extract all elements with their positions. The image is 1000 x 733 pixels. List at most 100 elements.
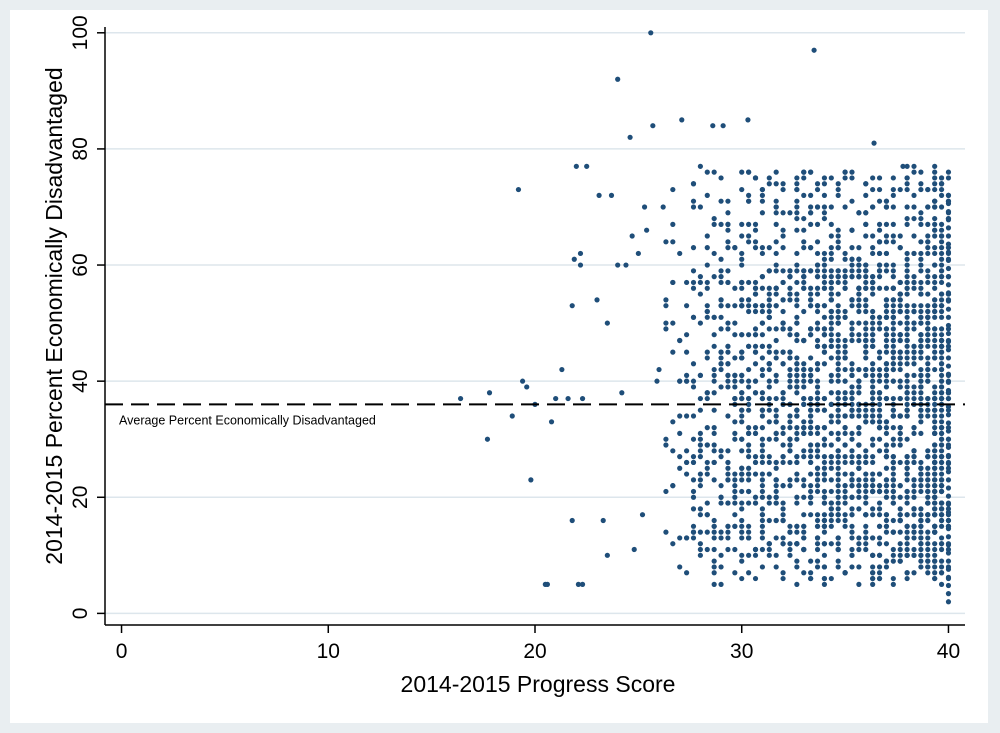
data-point: [828, 459, 834, 466]
data-point: [842, 454, 848, 460]
data-point: [808, 471, 814, 477]
data-point: [821, 332, 828, 338]
data-point: [849, 274, 855, 280]
data-point: [732, 483, 738, 489]
data-point: [911, 233, 917, 239]
data-point: [759, 494, 766, 500]
data-point: [911, 372, 917, 378]
data-point: [808, 285, 814, 291]
data-point: [739, 233, 745, 239]
data-point: [890, 581, 896, 587]
data-point: [863, 529, 869, 535]
data-point: [759, 413, 766, 419]
data-point: [904, 268, 910, 274]
data-point: [918, 332, 924, 338]
data-point: [746, 425, 752, 431]
data-point: [718, 384, 724, 390]
data-point: [718, 326, 724, 332]
data-point: [711, 390, 717, 396]
data-point: [704, 245, 710, 251]
data-point: [883, 308, 890, 315]
data-point: [821, 465, 828, 471]
data-point: [938, 425, 945, 431]
data-point: [814, 181, 821, 187]
data-point: [932, 395, 938, 402]
data-point: [794, 378, 800, 384]
data-point: [876, 250, 883, 257]
data-point: [938, 459, 945, 466]
data-point: [752, 285, 759, 291]
data-point: [945, 257, 952, 263]
data-point: [925, 477, 931, 483]
data-point: [835, 378, 841, 384]
data-point: [863, 448, 869, 454]
data-point: [780, 268, 786, 274]
data-point: [808, 413, 814, 419]
data-point: [814, 285, 821, 291]
data-point: [814, 477, 821, 483]
data-point: [835, 541, 841, 547]
data-point: [870, 366, 876, 373]
data-point: [932, 546, 938, 553]
data-point: [856, 494, 862, 500]
data-point: [897, 442, 903, 448]
data-point: [821, 361, 828, 367]
data-point: [904, 471, 910, 477]
data-point: [863, 320, 869, 326]
data-point: [870, 279, 876, 286]
data-point: [814, 541, 821, 547]
data-point: [925, 366, 931, 373]
data-point: [925, 488, 931, 495]
data-point: [863, 500, 869, 506]
data-point: [932, 221, 938, 227]
data-point: [911, 570, 917, 576]
data-point: [911, 430, 917, 437]
data-point: [918, 314, 924, 320]
data-point: [766, 366, 772, 373]
data-point: [718, 535, 724, 541]
data-point: [932, 419, 938, 425]
data-point: [752, 175, 759, 181]
data-point: [883, 326, 890, 332]
data-point: [897, 355, 903, 361]
data-point: [759, 477, 766, 483]
data-point: [925, 494, 931, 500]
data-point: [808, 459, 814, 466]
data-point: [801, 430, 807, 437]
data-point: [663, 488, 669, 495]
data-point: [808, 366, 814, 373]
data-point: [794, 332, 800, 338]
data-point: [814, 517, 821, 524]
x-axis-title: 2014-2015 Progress Score: [401, 671, 676, 697]
data-point: [684, 570, 690, 576]
data-point: [663, 436, 669, 442]
data-point: [945, 591, 952, 597]
data-point: [938, 186, 945, 193]
data-point: [842, 570, 848, 576]
data-point: [711, 570, 717, 576]
data-point: [814, 430, 821, 437]
data-point: [835, 436, 841, 442]
data-point: [732, 332, 738, 338]
data-point: [870, 332, 876, 338]
data-point: [718, 274, 724, 280]
data-point: [759, 355, 766, 361]
data-point: [718, 483, 724, 489]
data-point: [787, 477, 793, 483]
data-point: [794, 262, 800, 268]
data-point: [704, 303, 710, 309]
data-point: [938, 512, 945, 518]
data-point: [690, 198, 697, 204]
data-point: [911, 250, 917, 257]
data-point: [938, 535, 945, 541]
data-point: [918, 262, 924, 268]
data-point: [814, 239, 821, 245]
data-point: [766, 517, 772, 524]
data-point: [515, 186, 522, 193]
data-point: [938, 245, 945, 251]
data-point: [863, 326, 869, 332]
data-point: [870, 471, 876, 477]
data-point: [725, 326, 731, 332]
data-point: [690, 454, 697, 460]
data-point: [773, 459, 779, 466]
